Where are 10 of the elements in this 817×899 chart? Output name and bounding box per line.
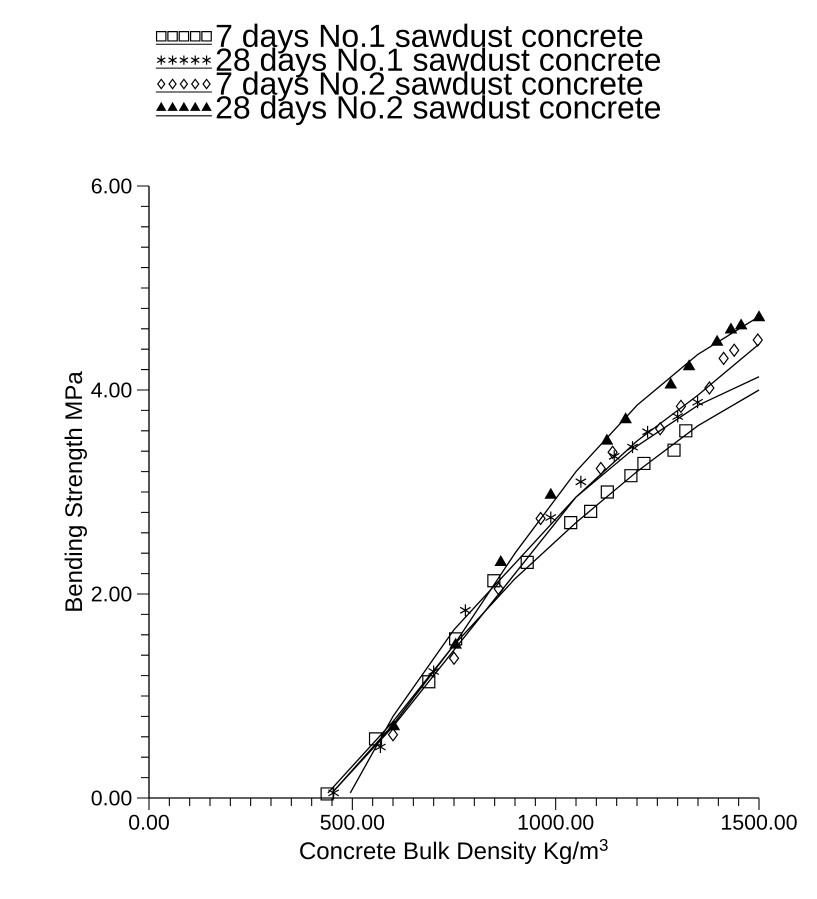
y-tick-label: 6.00 bbox=[92, 178, 132, 194]
y-axis-title: Bending Strength MPa bbox=[64, 371, 87, 611]
y-tick-label: 0.00 bbox=[92, 790, 132, 806]
x-tick-label: 1500.00 bbox=[722, 814, 797, 830]
y-tick-label: 4.00 bbox=[91, 382, 132, 398]
x-tick-label: 500.00 bbox=[320, 814, 384, 830]
x-axis-title: Concrete Bulk Density Kg/m$^{3}$ bbox=[300, 838, 608, 864]
x-tick-label: 0.00 bbox=[129, 814, 169, 830]
x-tick-label: 1000.00 bbox=[518, 814, 594, 830]
y-tick-label: 2.00 bbox=[92, 586, 132, 602]
